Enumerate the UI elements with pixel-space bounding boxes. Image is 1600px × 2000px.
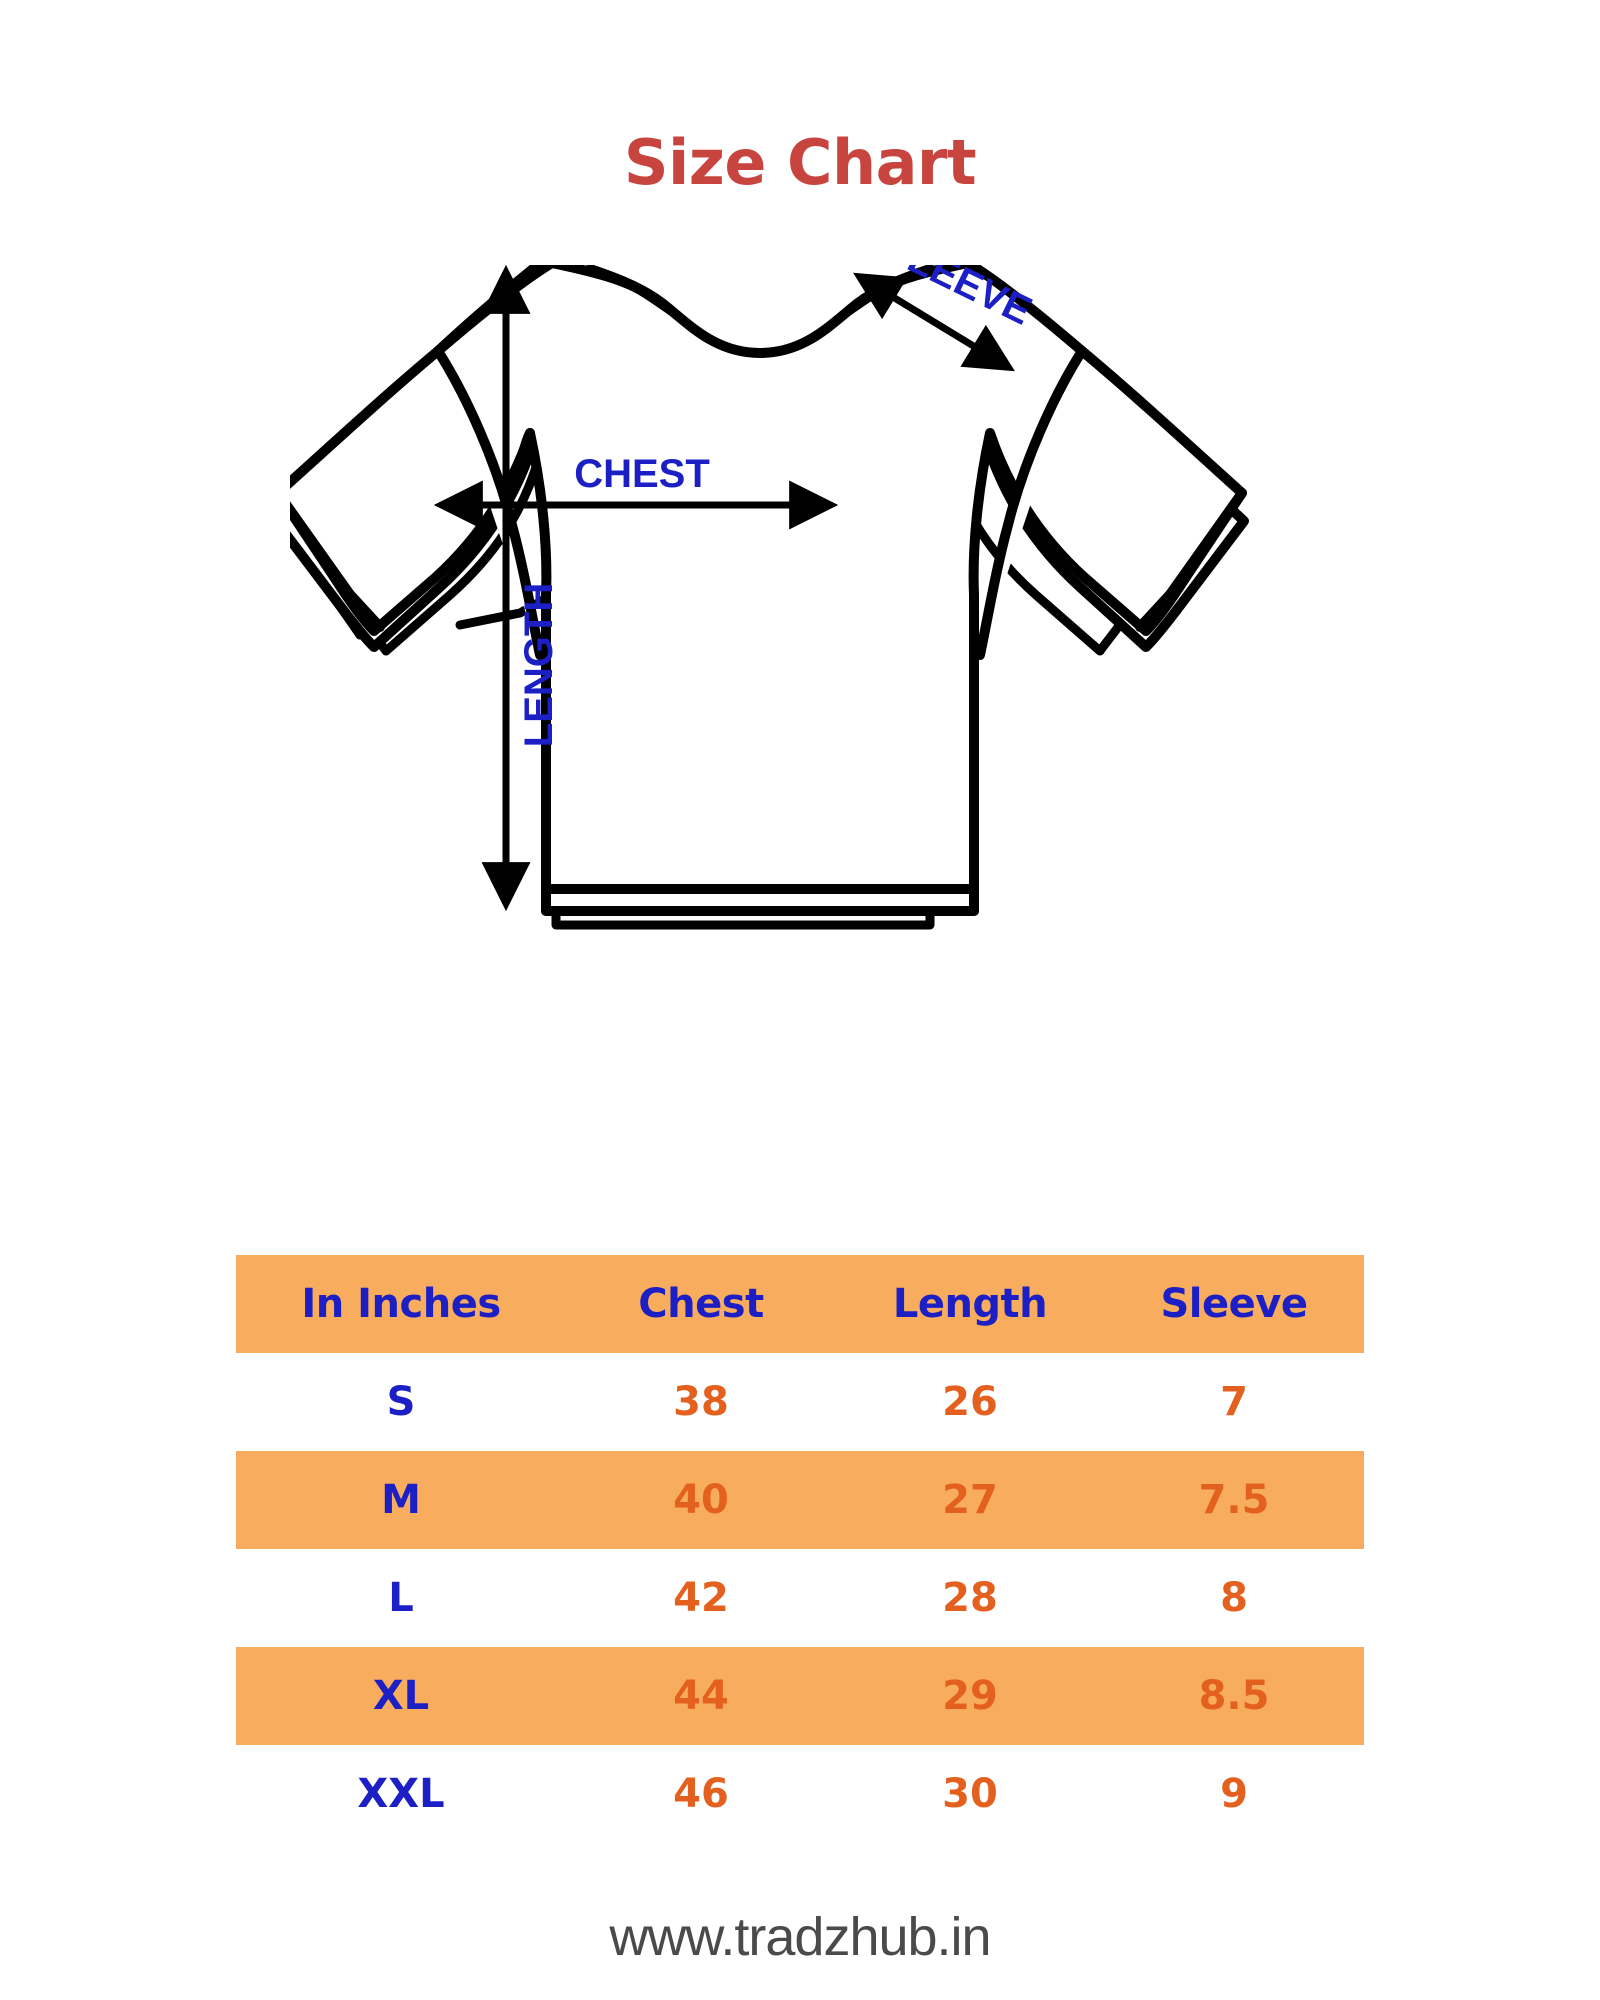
website-footer: www.tradzhub.in — [609, 1907, 991, 1967]
cell-sleeve: 8 — [1220, 1575, 1248, 1621]
cell-size: XL — [372, 1673, 430, 1719]
chest-label: CHEST — [574, 452, 710, 496]
length-label: LENGTH — [517, 583, 561, 747]
cell-size: M — [381, 1477, 421, 1523]
table-row: XL 44 29 8.5 — [236, 1647, 1364, 1745]
cell-sleeve: 9 — [1220, 1771, 1248, 1817]
cell-chest: 44 — [673, 1673, 729, 1719]
sleeve-arrow — [853, 272, 1015, 372]
size-chart-table: In Inches Chest Length Sleeve S 38 26 7 … — [236, 1255, 1364, 1843]
cell-length: 29 — [942, 1673, 998, 1719]
column-header-sleeve: Sleeve — [1160, 1281, 1308, 1327]
cell-length: 27 — [942, 1477, 998, 1523]
cell-sleeve: 8.5 — [1198, 1673, 1270, 1719]
cell-length: 26 — [942, 1379, 998, 1425]
cell-length: 30 — [942, 1771, 998, 1817]
page-title: Size Chart — [623, 126, 977, 199]
table-row: S 38 26 7 — [236, 1353, 1364, 1451]
cell-size: L — [388, 1575, 414, 1621]
column-header-chest: Chest — [638, 1281, 764, 1327]
cell-chest: 46 — [673, 1771, 729, 1817]
table-row: XXL 46 30 9 — [236, 1745, 1364, 1843]
table-header-row: In Inches Chest Length Sleeve — [236, 1255, 1364, 1353]
column-header-size: In Inches — [301, 1281, 501, 1327]
cell-sleeve: 7 — [1220, 1379, 1248, 1425]
table-row: M 40 27 7.5 — [236, 1451, 1364, 1549]
cell-size: XXL — [357, 1771, 445, 1817]
cell-chest: 40 — [673, 1477, 729, 1523]
t-shirt-diagram: CHEST LENGTH SLEEVE — [290, 265, 1310, 1215]
cell-size: S — [386, 1379, 416, 1425]
cell-chest: 38 — [673, 1379, 729, 1425]
column-header-length: Length — [892, 1281, 1048, 1327]
table-row: L 42 28 8 — [236, 1549, 1364, 1647]
cell-length: 28 — [942, 1575, 998, 1621]
cell-sleeve: 7.5 — [1198, 1477, 1270, 1523]
cell-chest: 42 — [673, 1575, 729, 1621]
